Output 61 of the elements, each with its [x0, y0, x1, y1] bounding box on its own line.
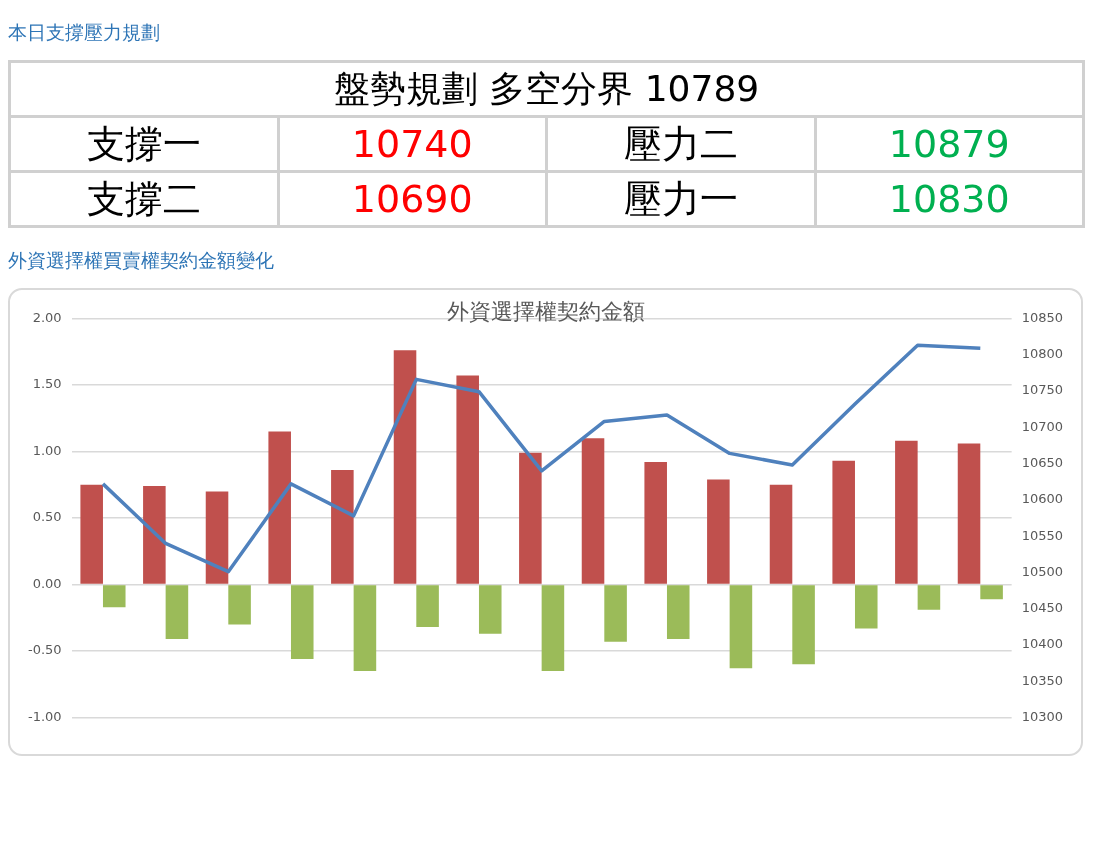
chart-subtitle: 外資選擇權契約金額 — [446, 298, 645, 324]
bar — [80, 484, 103, 584]
text: 支撐一 — [9, 116, 278, 172]
bar — [832, 460, 855, 584]
bar — [416, 585, 439, 628]
y2-tick-label: 10550 — [1021, 527, 1063, 543]
bar — [143, 486, 166, 584]
y2-tick-label: 10650 — [1021, 454, 1063, 470]
bar — [917, 585, 941, 610]
bar — [957, 443, 981, 584]
y2-tick-label: 10450 — [1021, 600, 1063, 616]
bar — [205, 491, 229, 584]
bar — [165, 585, 189, 640]
bar — [707, 479, 730, 584]
text: 支撐二 — [9, 171, 278, 227]
bar — [644, 462, 667, 584]
y2-tick-label: 10500 — [1021, 563, 1063, 579]
y-tick-label: 0.50 — [32, 509, 62, 525]
y2-tick-label: 10700 — [1021, 418, 1063, 434]
y2-tick-label: 10850 — [1021, 309, 1063, 325]
y-tick-label: 1.50 — [32, 376, 62, 392]
text: 壓力一 — [546, 171, 815, 227]
y2-tick-label: 10350 — [1021, 672, 1063, 688]
bar — [393, 350, 417, 584]
bar — [331, 470, 354, 584]
bar — [228, 585, 251, 625]
y2-tick-label: 10600 — [1021, 491, 1063, 507]
bar — [604, 585, 627, 642]
text: 10879 — [815, 116, 1084, 172]
y-tick-label: 1.00 — [32, 442, 62, 458]
text: 本日支撐壓力規劃 — [8, 20, 161, 45]
bar — [769, 484, 793, 584]
y-tick-label: 0.00 — [32, 575, 62, 591]
text: 10690 — [278, 171, 547, 227]
y2-tick-label: 10750 — [1021, 382, 1063, 398]
y-tick-label: 2.00 — [32, 309, 62, 325]
bar — [353, 585, 377, 672]
bar — [102, 585, 126, 608]
bar — [980, 585, 1003, 600]
bar — [541, 585, 565, 672]
y2-tick-label: 10800 — [1021, 346, 1063, 362]
bar — [666, 585, 690, 640]
text: 10740 — [278, 116, 547, 172]
y2-tick-label: 10300 — [1021, 708, 1063, 724]
bar — [729, 585, 753, 669]
text: 10830 — [815, 171, 1084, 227]
bar — [519, 452, 542, 584]
bar — [581, 438, 605, 584]
text: 盤勢規劃 多空分界 10789 — [9, 61, 1084, 117]
bar — [792, 585, 815, 665]
bar — [895, 440, 918, 584]
bar — [456, 375, 479, 584]
text: 壓力二 — [546, 116, 815, 172]
bar — [290, 585, 314, 660]
bar — [854, 585, 878, 629]
bar — [268, 431, 291, 584]
y-tick-label: -1.00 — [28, 708, 62, 724]
chart-title: 外資選擇權買賣權契約金額變化 — [8, 248, 275, 273]
y2-tick-label: 10400 — [1021, 636, 1063, 652]
bar — [478, 585, 502, 634]
y-tick-label: -0.50 — [28, 642, 62, 658]
